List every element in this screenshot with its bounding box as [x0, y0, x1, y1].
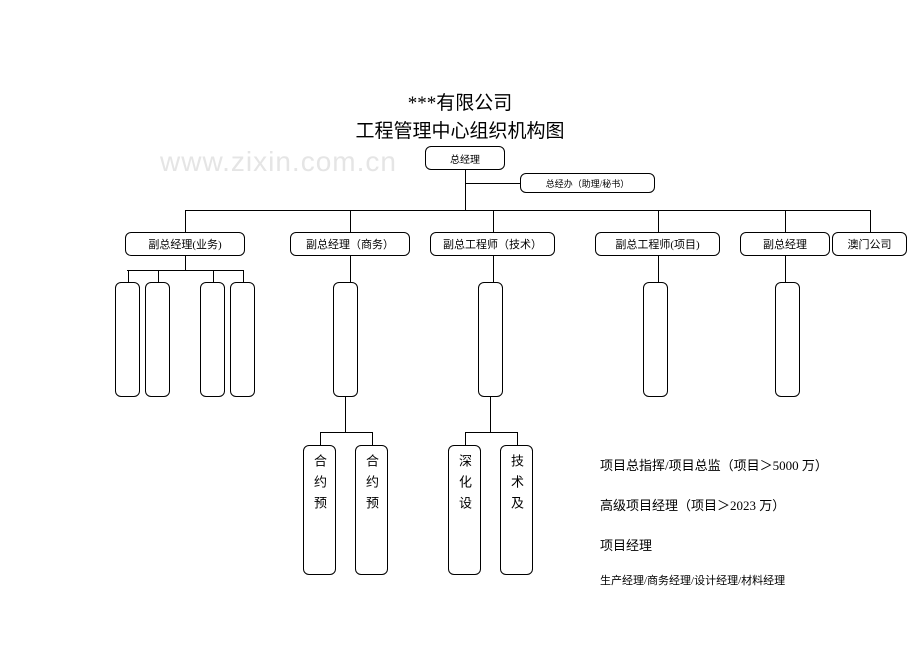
connector-h — [185, 210, 870, 211]
node-lvl3-s-0 — [333, 282, 358, 397]
legend-line-1: 高级项目经理（项目＞2023 万） — [600, 495, 785, 514]
connector-v — [158, 270, 159, 282]
connector-v — [320, 432, 321, 445]
node-lvl4-0: 合约预 — [303, 445, 336, 575]
connector-v — [785, 210, 786, 232]
connector-v — [465, 432, 466, 445]
node-row2-0: 副总经理(业务) — [125, 232, 245, 256]
connector-h — [465, 183, 520, 184]
connector-v — [345, 397, 346, 432]
connector-v — [517, 432, 518, 445]
node-lvl3-s-3 — [775, 282, 800, 397]
node-lvl3-g1-0 — [115, 282, 140, 397]
node-lvl3-g1-1 — [145, 282, 170, 397]
connector-v — [658, 256, 659, 282]
node-lvl3-s-2 — [643, 282, 668, 397]
connector-v — [870, 210, 871, 232]
node-lvl3-s-1 — [478, 282, 503, 397]
connector-v — [490, 397, 491, 432]
connector-v — [185, 210, 186, 232]
node-row2-3: 副总工程师(项目) — [595, 232, 720, 256]
watermark: www.zixin.com.cn — [160, 146, 397, 178]
node-row2-4: 副总经理 — [740, 232, 830, 256]
connector-v — [465, 183, 466, 210]
connector-v — [465, 170, 466, 183]
connector-v — [350, 256, 351, 282]
connector-v — [785, 256, 786, 282]
node-row2-1: 副总经理（商务） — [290, 232, 410, 256]
connector-h — [320, 432, 372, 433]
connector-v — [128, 270, 129, 282]
node-lvl4-3: 技术及 — [500, 445, 533, 575]
legend-line-0: 项目总指挥/项目总监（项目＞5000 万） — [600, 455, 828, 474]
node-top-assistant: 总经办（助理/秘书） — [520, 173, 655, 193]
node-lvl3-g1-3 — [230, 282, 255, 397]
connector-h — [465, 432, 517, 433]
node-row2-5: 澳门公司 — [832, 232, 907, 256]
connector-v — [493, 256, 494, 282]
connector-h — [127, 270, 243, 271]
node-lvl4-2: 深化设 — [448, 445, 481, 575]
node-lvl3-g1-2 — [200, 282, 225, 397]
legend-line-2: 项目经理 — [600, 535, 652, 554]
legend-line-3: 生产经理/商务经理/设计经理/材料经理 — [600, 572, 785, 588]
node-lvl4-1: 合约预 — [355, 445, 388, 575]
chart-title: 工程管理中心组织机构图 — [0, 116, 920, 143]
connector-v — [243, 270, 244, 282]
node-top: 总经理 — [425, 146, 505, 170]
company-title: ***有限公司 — [0, 88, 920, 115]
connector-v — [213, 270, 214, 282]
connector-v — [658, 210, 659, 232]
connector-v — [185, 256, 186, 270]
node-row2-2: 副总工程师（技术） — [430, 232, 555, 256]
connector-v — [372, 432, 373, 445]
connector-v — [350, 210, 351, 232]
connector-v — [493, 210, 494, 232]
